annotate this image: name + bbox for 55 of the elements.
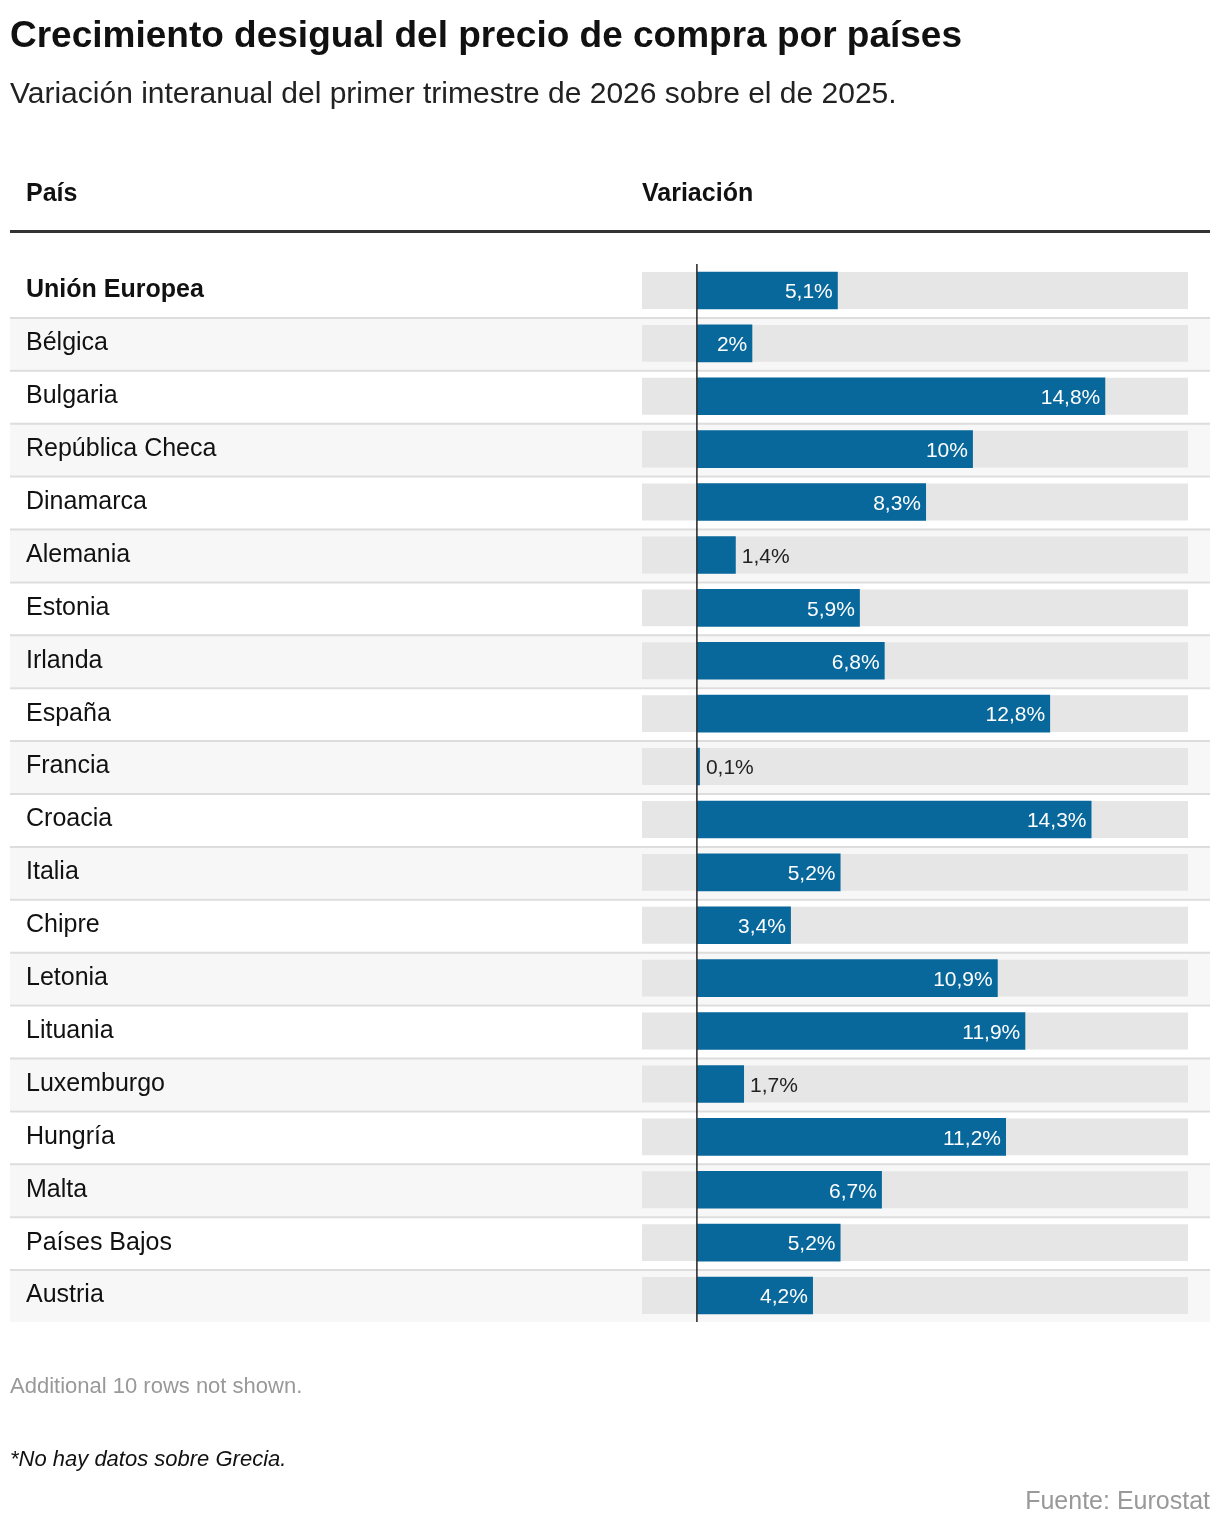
data-label: 0,1% [705, 755, 754, 779]
data-label: 5,2% [787, 861, 836, 885]
data-label: 14,3% [1026, 808, 1087, 832]
data-label: 1,4% [741, 543, 790, 567]
data-label: 8,3% [873, 490, 922, 514]
data-label: 5,2% [787, 1231, 836, 1255]
bar [697, 589, 860, 627]
bar [697, 271, 838, 310]
y-tick-label: Malta [26, 1173, 88, 1202]
y-tick-label: República Checa [26, 433, 217, 462]
y-tick-label: Luxemburgo [26, 1067, 165, 1096]
data-label: 5,1% [784, 279, 833, 303]
data-label: 6,7% [829, 1178, 877, 1202]
y-tick-label: Chipre [26, 909, 100, 938]
data-label: 5,9% [806, 596, 855, 620]
bar [697, 853, 841, 892]
data-label: 11,9% [962, 1019, 1021, 1043]
bar [697, 536, 736, 574]
y-tick-label: Bulgaria [26, 380, 118, 409]
bar [697, 1223, 841, 1262]
bar [697, 1276, 813, 1315]
y-tick-label: Letonia [26, 962, 109, 991]
y-tick-label: España [26, 697, 111, 726]
data-label: 12,8% [985, 702, 1046, 726]
bar [697, 1065, 745, 1103]
y-tick-label: Francia [26, 750, 110, 779]
data-label: 2% [716, 332, 748, 356]
y-tick-label: Lituania [26, 1014, 114, 1043]
source-note: Fuente: Eurostat [1025, 1486, 1210, 1515]
y-tick-label: Austria [26, 1279, 104, 1308]
data-label: 1,7% [750, 1072, 798, 1096]
text: Additional 10 rows not shown. [10, 1373, 303, 1399]
y-tick-label: Hungría [26, 1120, 116, 1149]
data-label: 4,2% [760, 1284, 808, 1308]
chart-subtitle: Variación interanual del primer trimestre de 2026 sobre el de 2025. [10, 76, 897, 110]
text: Variación [642, 178, 754, 207]
data-label: 11,2% [943, 1125, 1001, 1149]
y-tick-label: Países Bajos [26, 1226, 172, 1255]
data-label: 10% [925, 437, 968, 461]
y-tick-label: Croacia [26, 803, 113, 832]
bar [697, 906, 791, 945]
data-label: 6,8% [831, 649, 880, 673]
data-label: 3,4% [738, 914, 786, 938]
data-label: 10,9% [933, 966, 993, 990]
y-tick-label: Estonia [26, 591, 110, 620]
chart-title: Crecimiento desigual del precio de compra por países [10, 14, 963, 56]
data-label: 14,8% [1040, 385, 1101, 409]
text: *No hay datos sobre Grecia. [10, 1446, 287, 1472]
y-tick-label: Italia [26, 856, 79, 885]
y-tick-label: Alemania [26, 538, 131, 567]
y-tick-label: Dinamarca [26, 485, 147, 514]
y-tick-label: Bélgica [26, 327, 109, 356]
y-tick-label: Unión Europea [26, 274, 205, 303]
y-tick-label: Irlanda [26, 644, 103, 673]
text: País [26, 178, 78, 207]
